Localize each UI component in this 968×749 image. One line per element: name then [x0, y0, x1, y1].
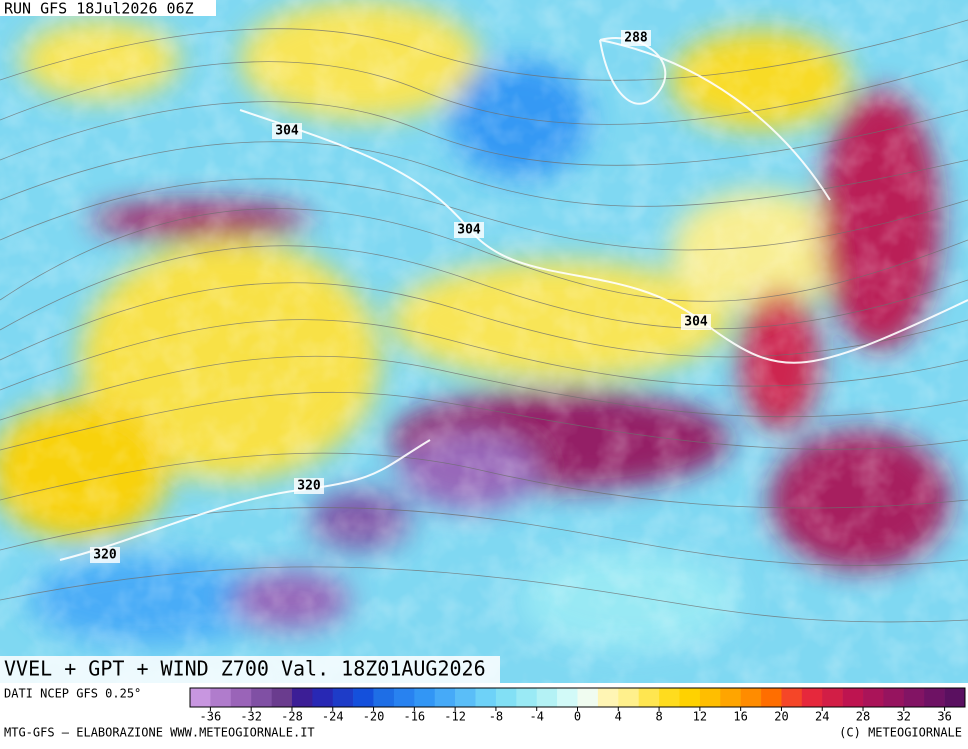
- colorbar-tick-label: 36: [937, 710, 951, 724]
- colorbar-segment: [190, 688, 211, 707]
- colorbar-segment: [210, 688, 232, 707]
- title-box: [0, 656, 500, 683]
- contour-label-box: [272, 123, 302, 139]
- colorbar-tick-label: 0: [574, 710, 581, 724]
- colorbar-segment: [393, 688, 415, 707]
- colorbar-segment: [597, 688, 619, 707]
- colorbar-segment: [455, 688, 476, 707]
- colorbar-tick-label: 32: [897, 710, 911, 724]
- contour-label-box: [454, 222, 484, 238]
- contour-label: 288: [624, 31, 648, 46]
- colorbar-segment: [618, 688, 639, 707]
- colorbar-tick-label: 20: [774, 710, 788, 724]
- colorbar-tick-label: -12: [444, 710, 466, 724]
- colorbar-segment: [924, 688, 945, 707]
- colorbar-tick-label: -4: [529, 710, 543, 724]
- contour-label: 304: [457, 223, 481, 238]
- colorbar-segment: [557, 688, 578, 707]
- contour-label-box: [90, 547, 120, 563]
- colorbar-tick-label: 12: [693, 710, 707, 724]
- colorbar-segment: [577, 688, 599, 707]
- colorbar-segment: [332, 688, 354, 707]
- colorbar-segment: [638, 688, 660, 707]
- map-field: [0, 0, 968, 683]
- colorbar-segment: [944, 688, 966, 707]
- colorbar-tick-label: -24: [322, 710, 344, 724]
- colorbar-segment: [414, 688, 436, 707]
- colorbar-segment: [801, 688, 823, 707]
- colorbar-segment: [475, 688, 497, 707]
- colorbar-segment: [842, 688, 864, 707]
- colorbar-segment: [230, 688, 252, 707]
- colorbar-tick-label: -8: [489, 710, 503, 724]
- colorbar-segment: [822, 688, 843, 707]
- colorbar-tick-label: 16: [733, 710, 747, 724]
- contour-labels: 288 304 304 304 320 320: [90, 30, 711, 563]
- contour-label: 304: [684, 315, 708, 330]
- colorbar-segment: [516, 688, 538, 707]
- colorbar-tick-label: -36: [200, 710, 222, 724]
- colorbar-segment: [434, 688, 456, 707]
- contour-label: 320: [297, 479, 321, 494]
- colorbar-segment: [699, 688, 721, 707]
- contour-label-box: [681, 314, 711, 330]
- contour-label: 304: [275, 124, 299, 139]
- copyright-label: (C) METEOGIORNALE: [839, 726, 962, 740]
- colorbar-segment: [740, 688, 762, 707]
- credit-label: MTG-GFS — ELABORAZIONE WWW.METEOGIORNALE…: [4, 726, 315, 740]
- colorbar-segment: [863, 688, 884, 707]
- source-label: DATI NCEP GFS 0.25°: [4, 687, 141, 701]
- colorbar-segment: [679, 688, 701, 707]
- colorbar-segment: [536, 688, 558, 707]
- colorbar-tick-label: 8: [655, 710, 662, 724]
- colorbar-tick-label: -28: [281, 710, 303, 724]
- colorbar-tick-label: -32: [240, 710, 262, 724]
- colorbar-segment: [903, 688, 925, 707]
- contour-label-box: [621, 30, 651, 46]
- colorbar-segment: [883, 688, 905, 707]
- colorbar-segment: [720, 688, 741, 707]
- colorbar-segment: [781, 688, 803, 707]
- colorbar-segment: [659, 688, 680, 707]
- colorbar: -36 -32 -28 -24 -20 -16 -12 -8 -4 0 4 8 12 16 20 24 28 32…: [189, 687, 966, 724]
- colorbar-segment: [271, 688, 293, 707]
- map-title: VVEL + GPT + WIND Z700 Val. 18Z01AUG2026: [4, 657, 486, 681]
- run-label: RUN GFS 18Jul2026 06Z: [4, 0, 194, 18]
- contour-label: 320: [93, 548, 117, 563]
- header-box: [0, 0, 216, 16]
- colorbar-tick-label: -16: [403, 710, 425, 724]
- colorbar-segment: [312, 688, 334, 707]
- contour-label-box: [294, 478, 324, 494]
- colorbar-tick-label: -20: [363, 710, 385, 724]
- colorbar-segment: [251, 688, 272, 707]
- colorbar-segment: [353, 688, 374, 707]
- colorbar-segment: [495, 688, 517, 707]
- colorbar-segment: [291, 688, 313, 707]
- colorbar-tick-label: 24: [815, 710, 829, 724]
- colorbar-segment: [761, 688, 782, 707]
- colorbar-tick-label: 28: [856, 710, 870, 724]
- colorbar-tick-label: 4: [615, 710, 622, 724]
- colorbar-segment: [373, 688, 395, 707]
